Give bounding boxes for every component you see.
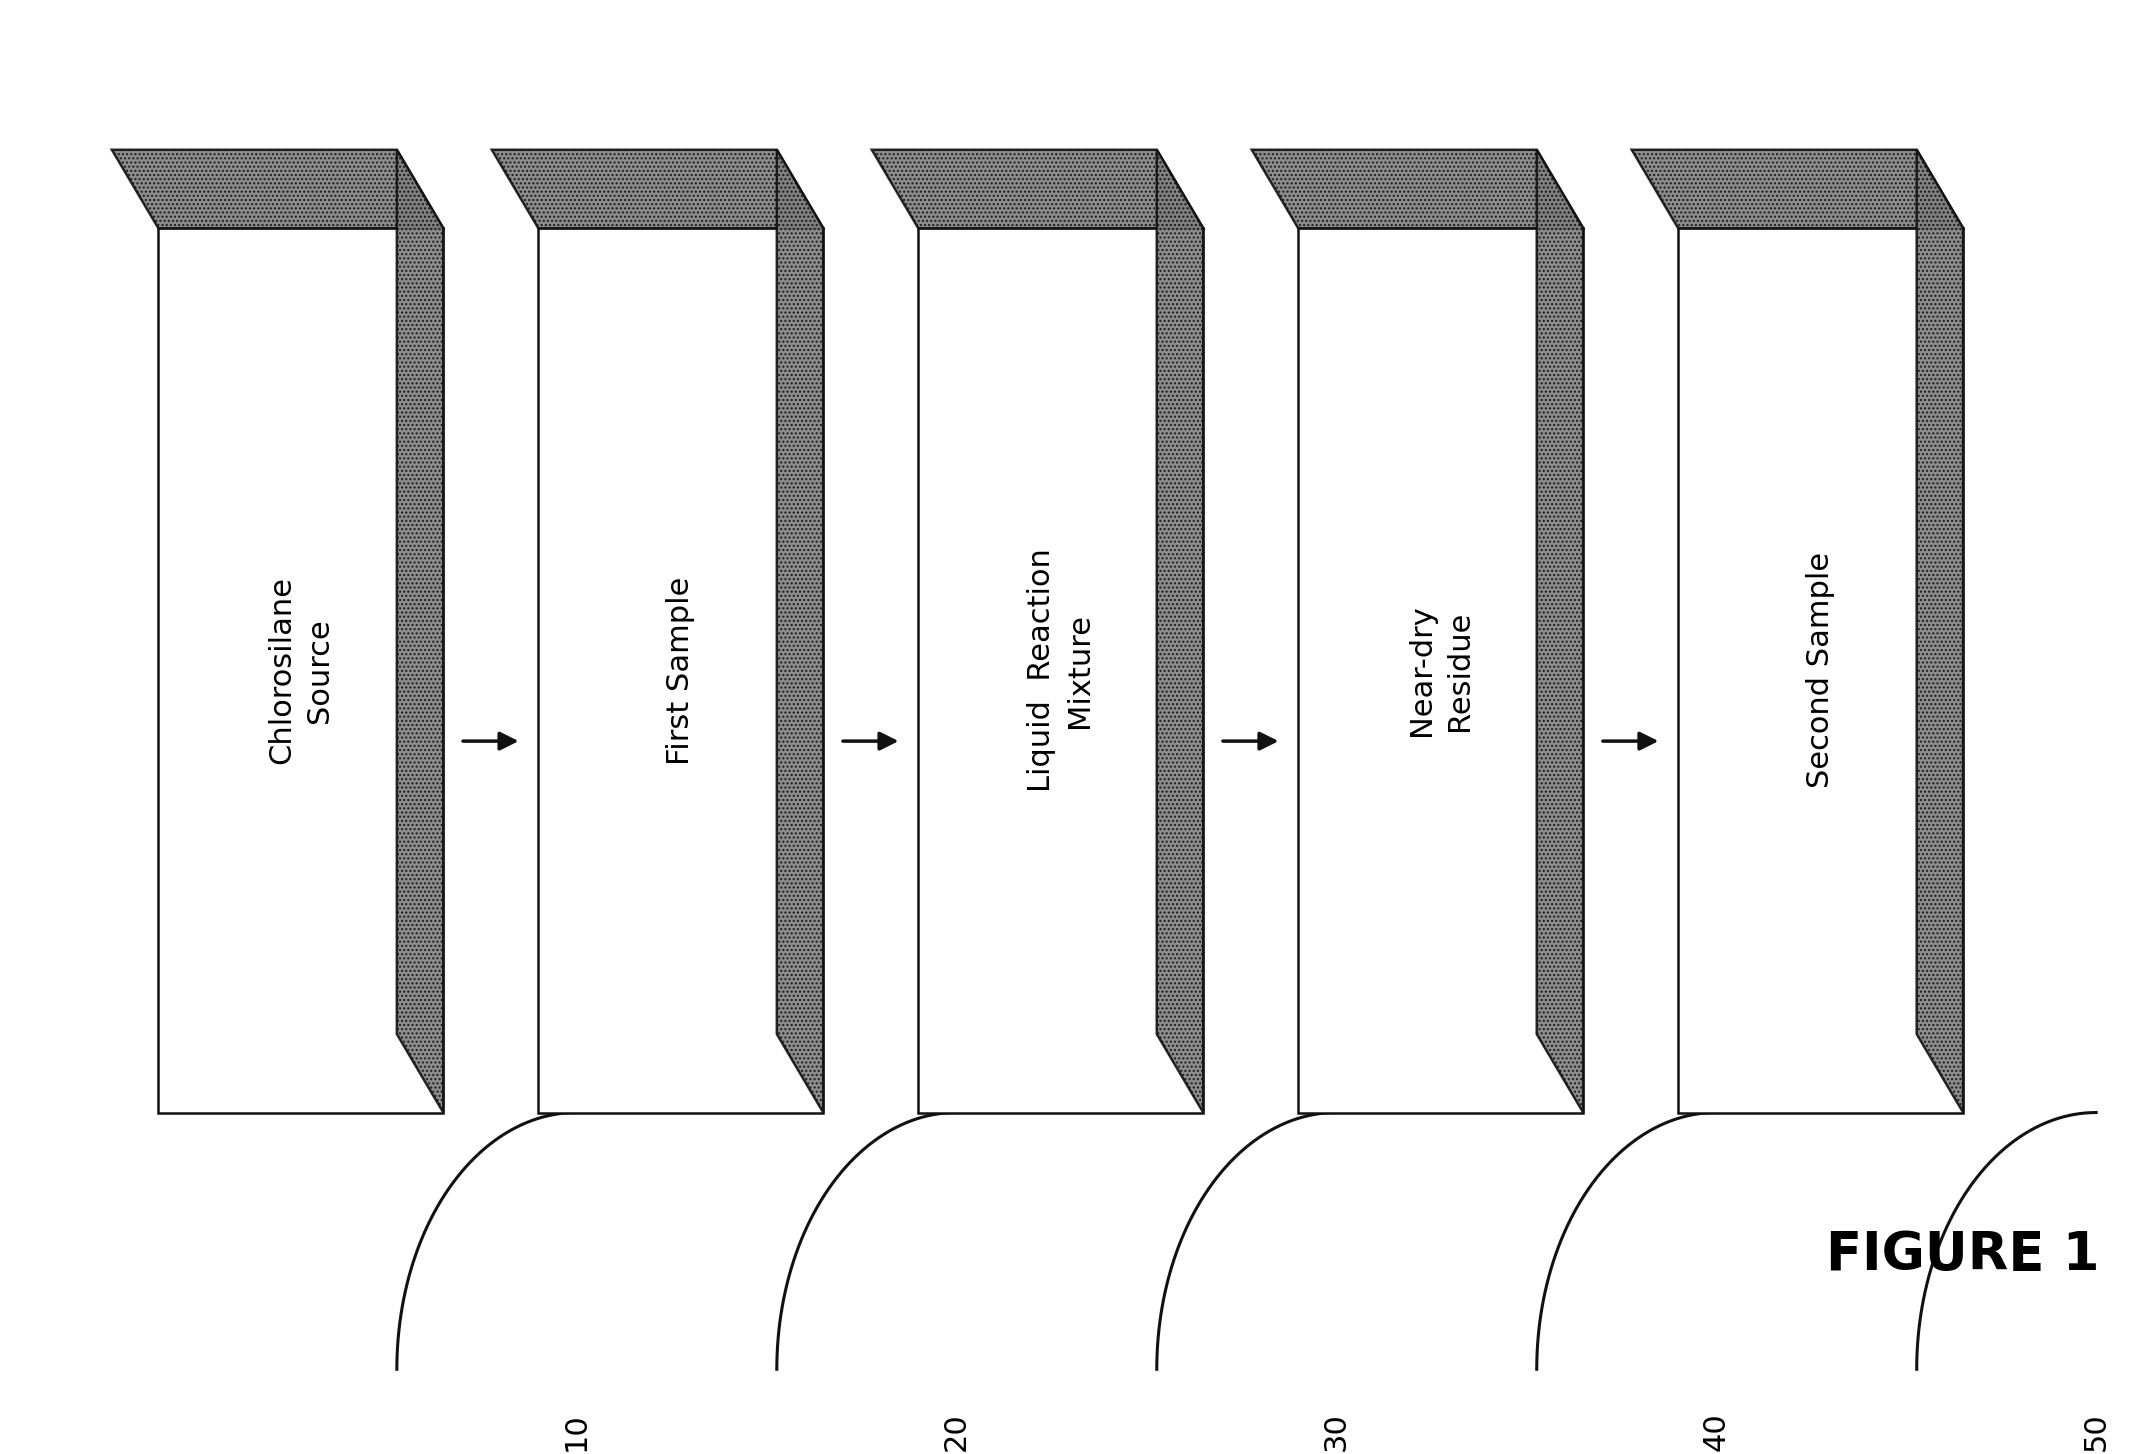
Polygon shape — [1537, 150, 1584, 1112]
Polygon shape — [1158, 150, 1202, 1112]
Polygon shape — [919, 228, 1202, 1112]
Polygon shape — [1298, 228, 1584, 1112]
Text: Second Sample: Second Sample — [1806, 553, 1836, 788]
Polygon shape — [1678, 228, 1964, 1112]
Polygon shape — [1917, 150, 1964, 1112]
Text: First Sample: First Sample — [667, 576, 695, 765]
Text: 10: 10 — [561, 1412, 591, 1451]
Text: 30: 30 — [1322, 1412, 1352, 1451]
Polygon shape — [537, 228, 823, 1112]
Polygon shape — [397, 150, 443, 1112]
Text: FIGURE 1: FIGURE 1 — [1827, 1229, 2100, 1281]
Polygon shape — [158, 228, 443, 1112]
Text: 40: 40 — [1701, 1412, 1731, 1451]
Polygon shape — [492, 150, 823, 228]
Polygon shape — [111, 150, 443, 228]
Text: Chlorosilane
Source: Chlorosilane Source — [266, 576, 335, 765]
Text: 20: 20 — [942, 1412, 970, 1451]
Polygon shape — [1251, 150, 1584, 228]
Polygon shape — [1631, 150, 1964, 228]
Text: Near-dry
Residue: Near-dry Residue — [1407, 605, 1475, 736]
Text: 50: 50 — [2081, 1412, 2111, 1451]
Text: Liquid  Reaction
Mixture: Liquid Reaction Mixture — [1028, 548, 1094, 792]
Polygon shape — [776, 150, 823, 1112]
Polygon shape — [872, 150, 1202, 228]
